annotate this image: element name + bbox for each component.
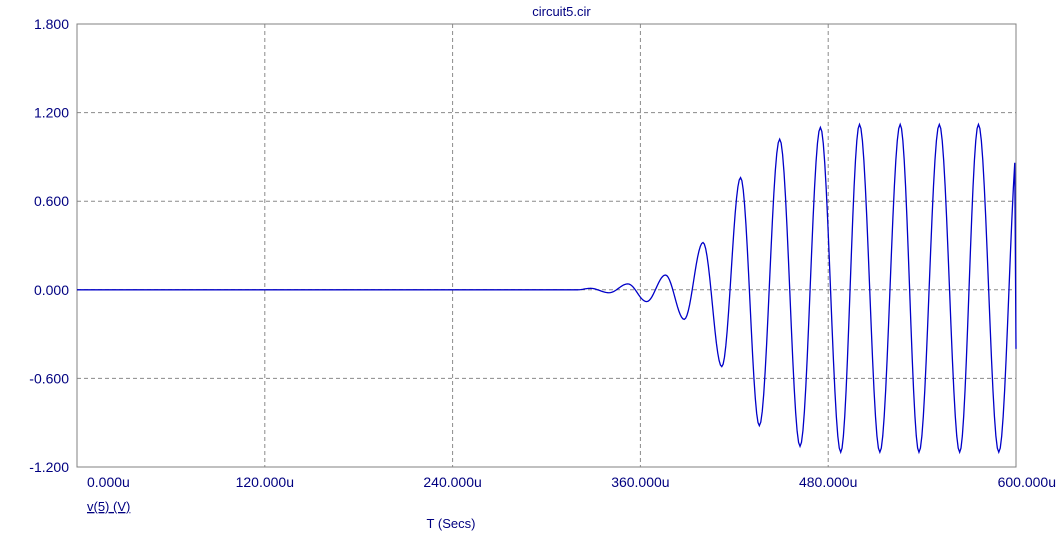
axes — [76, 23, 1017, 468]
x-tick-label: 0.000u — [87, 474, 130, 490]
y-tick-label: 0.600 — [34, 193, 69, 209]
series-group — [77, 122, 1017, 455]
series-line-v5 — [77, 122, 1017, 455]
plot-frame — [76, 23, 1017, 468]
legend-series-v5[interactable]: v(5) (V) — [87, 499, 130, 514]
x-tick-label: 480.000u — [799, 474, 857, 490]
y-tick-label: 1.800 — [34, 16, 69, 32]
y-tick-label: 0.000 — [34, 282, 69, 298]
x-tick-label: 240.000u — [423, 474, 481, 490]
tick-labels: -1.200 -0.600 0.000 0.600 1.200 1.800 0.000u 12… — [29, 16, 1056, 490]
chart-title: circuit5.cir — [532, 4, 591, 19]
x-axis-label: T (Secs) — [427, 516, 476, 531]
x-tick-label: 360.000u — [611, 474, 669, 490]
y-tick-label: -1.200 — [29, 459, 69, 475]
y-tick-label: 1.200 — [34, 105, 69, 121]
x-tick-label: 120.000u — [236, 474, 294, 490]
x-tick-label: 600.000u — [998, 474, 1056, 490]
y-tick-label: -0.600 — [29, 370, 69, 386]
